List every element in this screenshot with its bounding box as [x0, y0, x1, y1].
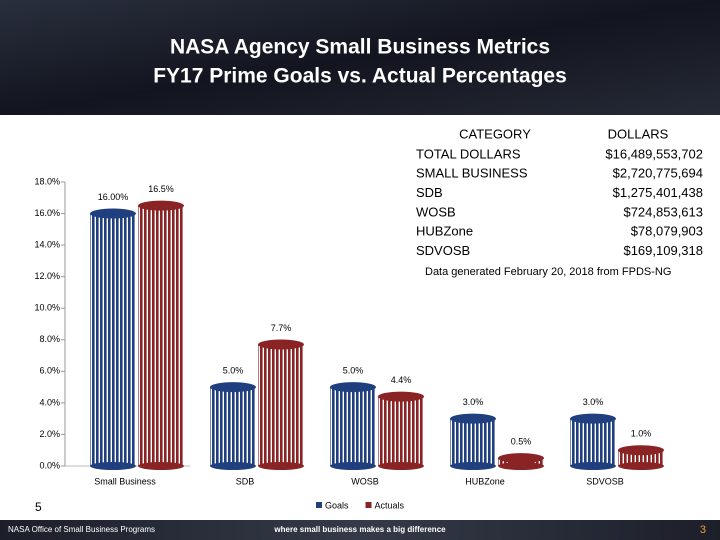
data-label: 4.4%	[391, 375, 412, 385]
table-cell: SMALL BUSINESS	[416, 166, 528, 181]
bar	[90, 213, 136, 466]
bar-top	[498, 453, 544, 464]
bar-base	[618, 462, 664, 470]
table-cell: $169,109,318	[623, 243, 703, 258]
legend-swatch	[316, 502, 322, 508]
cylinder	[258, 339, 304, 470]
table-cell: SDB	[416, 185, 443, 200]
y-tick-label: 14.0%	[34, 239, 60, 249]
bar	[450, 418, 496, 466]
cylinder	[450, 413, 496, 470]
bar-top	[618, 445, 664, 456]
y-tick-label: 6.0%	[39, 366, 60, 376]
title-line: FY17 Prime Goals vs. Actual Percentages	[153, 65, 567, 88]
footer-center: where small business makes a big differe…	[273, 525, 446, 534]
bar	[570, 418, 616, 466]
data-label: 3.0%	[583, 397, 604, 407]
bar-base	[450, 462, 496, 470]
y-tick-label: 4.0%	[39, 397, 60, 407]
bar-top	[258, 339, 304, 350]
plot: 0.0% 2.0% 4.0% 6.0% 8.0% 10.0% 12.0% 14.0% 16.0%…	[34, 176, 664, 486]
legend-label: Actuals	[375, 500, 405, 510]
y-tick-label: 10.0%	[34, 303, 60, 313]
x-tick-label: HUBZone	[465, 476, 505, 486]
legend-label: Goals	[325, 500, 349, 510]
page-number: 3	[700, 524, 706, 536]
cylinder	[498, 453, 544, 470]
bar-top	[450, 413, 496, 424]
y-tick-label: 0.0%	[39, 460, 60, 470]
data-label: 0.5%	[511, 436, 532, 446]
bar-top	[90, 208, 136, 219]
cylinder	[138, 200, 184, 470]
bar-top	[210, 382, 256, 393]
x-tick-label: Small Business	[94, 476, 156, 486]
bar-top	[138, 200, 184, 211]
table-cell: $724,853,613	[623, 204, 703, 219]
bar-base	[330, 462, 376, 470]
data-label: 5.0%	[343, 365, 364, 375]
bar-top	[570, 413, 616, 424]
slide-number: 5	[35, 500, 42, 514]
bar	[138, 205, 184, 466]
bar-top	[330, 382, 376, 393]
title-line: NASA Agency Small Business Metrics	[170, 36, 550, 59]
bar-base	[258, 462, 304, 470]
table: TOTAL DOLLARS $16,489,553,702 SMALL BUSINE…	[416, 146, 703, 258]
y-tick-label: 12.0%	[34, 271, 60, 281]
data-label: 16.5%	[148, 184, 174, 194]
x-tick-label: SDB	[236, 476, 255, 486]
table-cell: SDVOSB	[416, 243, 470, 258]
x-tick-label: SDVOSB	[586, 476, 624, 486]
table-header: DOLLARS	[608, 126, 669, 141]
header-band	[0, 0, 720, 115]
table-cell: $1,275,401,438	[613, 185, 703, 200]
bar-base	[498, 462, 544, 470]
table-header: CATEGORY	[459, 126, 531, 141]
cylinder	[618, 445, 664, 470]
table-cell: HUBZone	[416, 224, 473, 239]
cylinder	[210, 382, 256, 470]
x-tick-label: WOSB	[351, 476, 379, 486]
table-note: Data generated February 20, 2018 from FP…	[425, 266, 671, 278]
table-cell: $16,489,553,702	[605, 146, 703, 161]
cylinder	[90, 208, 136, 470]
table-cell: $78,079,903	[631, 224, 703, 239]
y-tick-label: 18.0%	[34, 176, 60, 186]
footer-left: NASA Office of Small Business Programs	[8, 525, 155, 534]
cylinder	[378, 391, 424, 470]
data-label: 5.0%	[223, 365, 244, 375]
cylinder	[330, 382, 376, 470]
bar-base	[570, 462, 616, 470]
legend-swatch	[365, 502, 372, 508]
legend: Goals Actuals	[316, 500, 405, 510]
bar-base	[90, 462, 136, 470]
bar-base	[138, 462, 184, 470]
y-tick-label: 16.0%	[34, 208, 60, 218]
cylinder	[570, 413, 616, 470]
bar	[378, 396, 424, 466]
table-cell: WOSB	[416, 204, 456, 219]
y-tick-label: 8.0%	[39, 334, 60, 344]
data-label: 1.0%	[631, 429, 652, 439]
bar	[330, 387, 376, 466]
bar-base	[210, 462, 256, 470]
bar	[258, 344, 304, 466]
data-label: 7.7%	[271, 323, 292, 333]
footer-band	[0, 520, 720, 540]
data-label: 3.0%	[463, 397, 484, 407]
bar-top	[378, 391, 424, 402]
data-label: 16.00%	[98, 192, 129, 202]
table-cell: TOTAL DOLLARS	[416, 146, 521, 161]
bar-base	[378, 462, 424, 470]
bar	[210, 387, 256, 466]
table-cell: $2,720,775,694	[613, 166, 703, 181]
y-tick-label: 2.0%	[39, 429, 60, 439]
